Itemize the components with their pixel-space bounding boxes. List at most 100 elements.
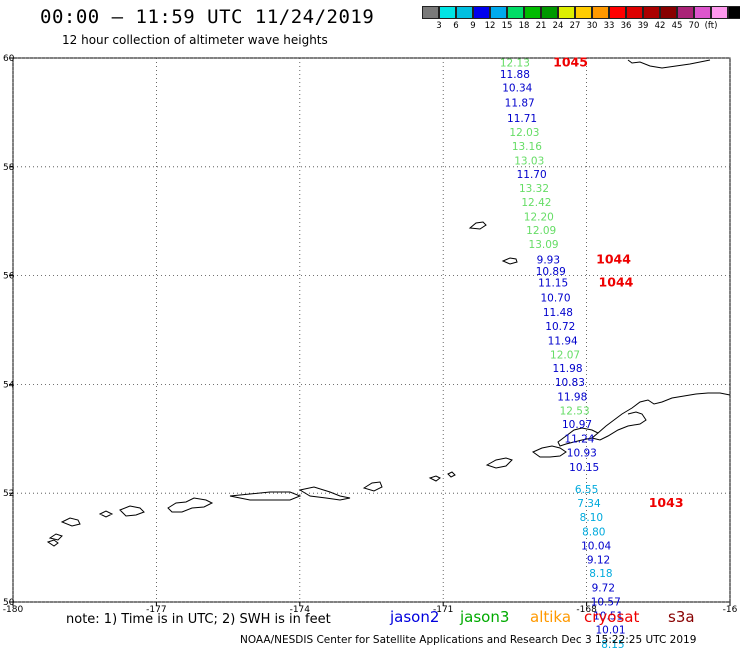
wave-height-value: 7.34	[577, 498, 601, 510]
colorbar-swatch	[592, 6, 609, 19]
coast-adak-area	[229, 491, 302, 501]
colorbar-tick-label: 24	[552, 21, 564, 31]
coast-peninsula-lower	[591, 411, 647, 441]
mission-cryosat: cryosat	[584, 608, 640, 626]
map-frame	[12, 57, 731, 603]
coast-atka-island	[298, 486, 351, 501]
wave-height-value: 12.09	[526, 225, 556, 237]
mission-jason2: jason2	[390, 608, 440, 626]
colorbar-swatch	[456, 6, 473, 19]
footer-credit: NOAA/NESDIS Center for Satellite Applica…	[240, 634, 697, 646]
colorbar-swatch	[524, 6, 541, 19]
mission-jason3: jason3	[460, 608, 510, 626]
colorbar-tick-label: (ft)	[704, 21, 718, 31]
wave-height-value: 12.03	[509, 127, 539, 139]
coast-islands-of-four-mountains	[428, 471, 456, 482]
wave-height-value: 8.18	[589, 568, 612, 580]
colorbar-tick-label: 39	[637, 21, 649, 31]
colorbar-swatch	[473, 6, 490, 19]
colorbar-tick-label: 30	[586, 21, 598, 31]
wave-height-value: 6.55	[575, 484, 598, 496]
colorbar-swatch	[643, 6, 660, 19]
lon-tick-label: -168	[576, 605, 597, 615]
lon-tick-label: -180	[3, 605, 24, 615]
colorbar-tick-label: 6	[453, 21, 459, 31]
colorbar	[422, 6, 740, 19]
wave-height-value: 10.97	[562, 419, 592, 431]
colorbar-tick-label: 18	[518, 21, 530, 31]
wave-height-value: 12.53	[560, 406, 590, 418]
lat-tick-label: 60	[3, 54, 15, 64]
coast-near-islands	[48, 517, 81, 541]
lat-tick-label: 58	[3, 163, 15, 173]
wave-height-value: 11.48	[543, 307, 573, 319]
colorbar-swatch	[660, 6, 677, 19]
wave-height-value: 11.15	[538, 278, 568, 290]
wave-height-value: 9.93	[537, 254, 560, 266]
coast-st-george-island	[501, 257, 518, 265]
colorbar-swatch	[422, 6, 439, 19]
wave-height-value: 13.16	[512, 141, 542, 153]
pass-number-label: 1043	[649, 495, 684, 510]
wave-height-value: 10.51	[593, 611, 623, 623]
wave-height-value: 11.70	[517, 169, 547, 181]
wave-height-value: 8.15	[601, 639, 624, 650]
wave-height-value: 13.03	[514, 155, 544, 167]
wave-height-value: 8.80	[582, 526, 605, 538]
wave-height-value: 12.07	[550, 349, 580, 361]
mission-s3a: s3a	[668, 608, 695, 626]
colorbar-swatch	[490, 6, 507, 19]
wave-height-value: 10.57	[591, 596, 621, 608]
colorbar-tick-label: 27	[569, 21, 581, 31]
colorbar-tick-label: 15	[501, 21, 513, 31]
lon-tick-label: -174	[290, 605, 311, 615]
coast-unimak-peninsula	[557, 427, 599, 447]
wave-height-value: 9.72	[592, 582, 615, 594]
colorbar-swatch	[558, 6, 575, 19]
coast-andreanof-island	[362, 481, 383, 492]
colorbar-swatch	[728, 6, 740, 19]
wave-height-value: 10.34	[502, 82, 532, 94]
colorbar-ticks: 3 6 9 12 15 18 21 24 27 30 33 36 39 42 45 70 (ft)	[422, 21, 740, 35]
pass-number-label: 1044	[596, 251, 631, 266]
wave-height-value: 11.94	[548, 335, 578, 347]
colorbar-swatch	[626, 6, 643, 19]
wave-height-value: 9.12	[587, 555, 610, 567]
colorbar-swatch	[677, 6, 694, 19]
colorbar-tick-label: 70	[688, 21, 700, 31]
wave-height-value: 13.09	[529, 239, 559, 251]
pass-labels: 10451044104410431042	[553, 54, 703, 650]
wave-height-value: 10.89	[536, 266, 566, 278]
coast-alaska-mainland	[627, 59, 711, 69]
wave-height-value: 11.98	[557, 391, 587, 403]
colorbar-swatch	[694, 6, 711, 19]
colorbar-tick-label: 21	[535, 21, 547, 31]
colorbar-tick-label: 42	[654, 21, 666, 31]
pass-number-label: 1044	[599, 275, 634, 290]
page-title: 00:00 – 11:59 UTC 11/24/2019	[40, 6, 375, 28]
wave-height-value: 10.01	[595, 625, 625, 637]
colorbar-tick-label: 12	[484, 21, 496, 31]
wave-height-value: 10.70	[540, 292, 570, 304]
wave-height-value: 11.98	[552, 363, 582, 375]
wave-height-value: 8.10	[580, 512, 603, 524]
coast-rat-islands	[98, 505, 145, 518]
coast-unalaska-island	[531, 445, 567, 458]
lon-tick-label: -171	[433, 605, 453, 615]
wave-height-value: 10.04	[581, 540, 611, 552]
colorbar-swatch	[541, 6, 558, 19]
coastline	[46, 59, 731, 547]
lon-tick-label: -16	[723, 605, 738, 615]
wave-height-value: 12.13	[500, 57, 530, 69]
lat-tick-label: 52	[3, 489, 14, 499]
coast-alaska-peninsula	[597, 392, 731, 434]
colorbar-swatch	[575, 6, 592, 19]
wave-height-value: 11.24	[564, 433, 594, 445]
lat-tick-label: 54	[3, 380, 15, 390]
coast-st-paul-island	[468, 221, 487, 230]
wave-height-value: 10.15	[569, 462, 599, 474]
wave-height-value: 11.87	[505, 98, 535, 110]
axis-labels: -180 -177 -174 -171 -168 -16 60 58 56 54 52 50	[3, 54, 738, 615]
